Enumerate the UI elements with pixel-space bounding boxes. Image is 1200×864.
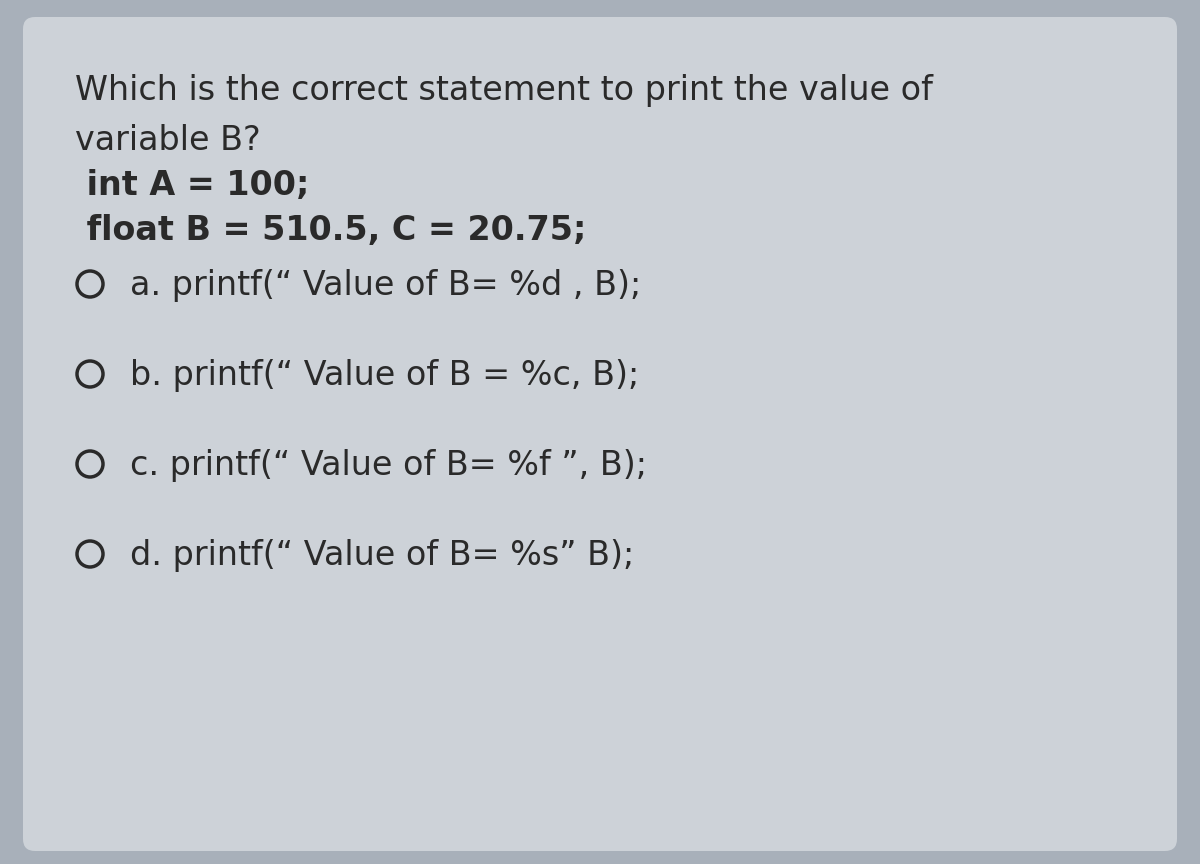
Text: Which is the correct statement to print the value of: Which is the correct statement to print … <box>74 74 932 107</box>
Text: int A = 100;: int A = 100; <box>74 169 310 202</box>
Text: float B = 510.5, C = 20.75;: float B = 510.5, C = 20.75; <box>74 214 587 247</box>
Text: variable B?: variable B? <box>74 124 260 157</box>
Text: b. printf(“ Value of B = %c, B);: b. printf(“ Value of B = %c, B); <box>130 359 640 392</box>
Text: d. printf(“ Value of B= %s” B);: d. printf(“ Value of B= %s” B); <box>130 539 635 572</box>
Text: c. printf(“ Value of B= %f ”, B);: c. printf(“ Value of B= %f ”, B); <box>130 449 647 482</box>
Text: a. printf(“ Value of B= %d , B);: a. printf(“ Value of B= %d , B); <box>130 269 641 302</box>
FancyBboxPatch shape <box>23 17 1177 851</box>
